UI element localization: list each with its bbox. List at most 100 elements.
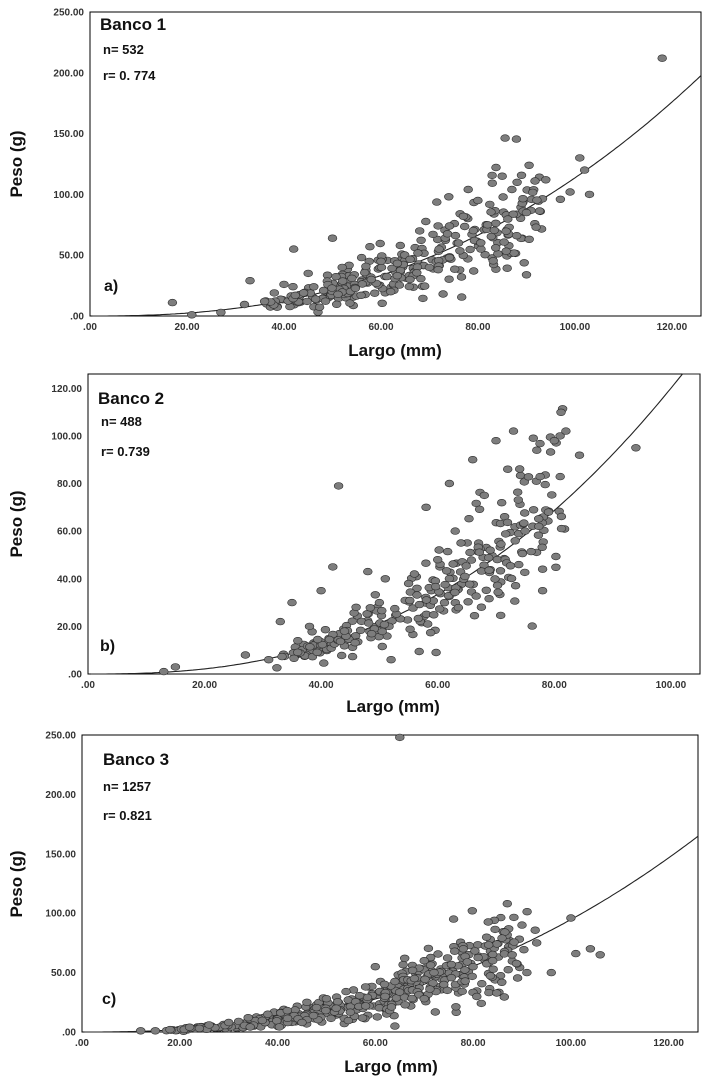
data-point bbox=[506, 574, 517, 583]
data-point bbox=[533, 531, 544, 539]
data-point bbox=[480, 251, 490, 259]
data-point bbox=[519, 519, 529, 527]
data-point bbox=[595, 951, 605, 959]
data-point bbox=[460, 966, 470, 974]
data-point bbox=[413, 249, 423, 257]
data-point bbox=[418, 294, 428, 303]
data-point bbox=[502, 899, 512, 908]
data-point bbox=[387, 264, 397, 272]
data-point bbox=[426, 961, 436, 969]
x-tick-label: 20.00 bbox=[167, 1038, 192, 1049]
sample-size: n= 1257 bbox=[103, 779, 151, 794]
data-point bbox=[312, 648, 322, 656]
data-point bbox=[531, 939, 542, 947]
data-point bbox=[432, 198, 442, 206]
data-point bbox=[341, 987, 351, 996]
data-point bbox=[484, 566, 494, 574]
data-point bbox=[471, 592, 481, 600]
data-point bbox=[438, 290, 448, 298]
data-point bbox=[403, 579, 414, 588]
data-point bbox=[493, 588, 503, 596]
x-axis-title: Largo (mm) bbox=[348, 341, 442, 360]
data-point bbox=[514, 465, 525, 473]
data-point bbox=[136, 1027, 146, 1035]
x-tick-label: 60.00 bbox=[368, 322, 393, 333]
data-point bbox=[321, 994, 332, 1003]
data-point bbox=[386, 655, 396, 664]
data-point bbox=[467, 972, 477, 981]
data-point bbox=[382, 272, 392, 281]
data-point bbox=[453, 239, 464, 247]
panel-title: Banco 1 bbox=[100, 15, 166, 34]
panel-label: a) bbox=[104, 278, 118, 295]
data-point bbox=[372, 1013, 382, 1021]
data-point bbox=[519, 509, 530, 517]
data-point bbox=[483, 918, 493, 926]
data-point bbox=[370, 591, 380, 599]
data-point bbox=[491, 244, 501, 252]
data-point bbox=[360, 1002, 371, 1010]
x-tick-label: 100.00 bbox=[656, 680, 687, 691]
data-point bbox=[509, 249, 519, 257]
data-point bbox=[435, 605, 445, 613]
sample-size: n= 488 bbox=[101, 414, 142, 429]
data-point bbox=[470, 947, 480, 955]
data-point bbox=[408, 604, 418, 612]
data-point bbox=[184, 1023, 195, 1031]
data-point bbox=[370, 962, 380, 971]
y-tick-label: 200.00 bbox=[53, 68, 84, 79]
data-point bbox=[290, 291, 300, 299]
x-tick-label: 80.00 bbox=[542, 680, 567, 691]
data-point bbox=[556, 512, 567, 521]
data-point bbox=[433, 950, 443, 958]
data-point bbox=[497, 499, 507, 507]
data-point bbox=[425, 628, 436, 637]
data-point bbox=[298, 289, 309, 297]
data-point bbox=[472, 992, 482, 1001]
data-point bbox=[444, 222, 455, 230]
data-point bbox=[533, 515, 544, 523]
data-point bbox=[243, 1013, 253, 1022]
data-point bbox=[331, 273, 341, 281]
x-tick-label: 100.00 bbox=[560, 322, 591, 333]
data-point bbox=[556, 408, 566, 416]
data-point bbox=[264, 655, 274, 664]
data-point bbox=[492, 581, 503, 590]
data-point bbox=[414, 600, 425, 609]
data-point bbox=[485, 546, 495, 554]
data-point bbox=[317, 640, 328, 649]
data-point bbox=[377, 642, 387, 651]
data-point bbox=[464, 514, 474, 523]
data-point bbox=[320, 297, 331, 305]
data-point bbox=[657, 54, 667, 62]
data-point bbox=[495, 567, 506, 575]
data-point bbox=[446, 973, 457, 982]
plot-area bbox=[87, 373, 701, 675]
data-point bbox=[469, 267, 479, 275]
data-point bbox=[505, 562, 516, 570]
data-point bbox=[320, 625, 331, 634]
data-point bbox=[531, 223, 541, 231]
data-point bbox=[463, 598, 473, 606]
data-point bbox=[555, 472, 565, 481]
data-point bbox=[355, 626, 366, 634]
data-point bbox=[481, 933, 492, 941]
y-tick-label: 50.00 bbox=[51, 968, 76, 979]
y-tick-label: 250.00 bbox=[45, 731, 76, 742]
data-point bbox=[631, 444, 641, 452]
data-point bbox=[485, 200, 495, 209]
data-point bbox=[405, 625, 415, 633]
data-point bbox=[509, 938, 519, 946]
data-point bbox=[379, 980, 390, 988]
data-point bbox=[204, 1021, 214, 1029]
data-point bbox=[366, 275, 376, 284]
data-point bbox=[345, 299, 355, 307]
data-point bbox=[412, 591, 422, 599]
data-point bbox=[555, 195, 566, 204]
x-tick-label: 80.00 bbox=[461, 1038, 486, 1049]
data-point bbox=[530, 926, 540, 934]
data-point bbox=[394, 281, 405, 289]
data-point bbox=[530, 177, 540, 185]
data-point bbox=[380, 992, 390, 1001]
data-point bbox=[453, 603, 464, 612]
